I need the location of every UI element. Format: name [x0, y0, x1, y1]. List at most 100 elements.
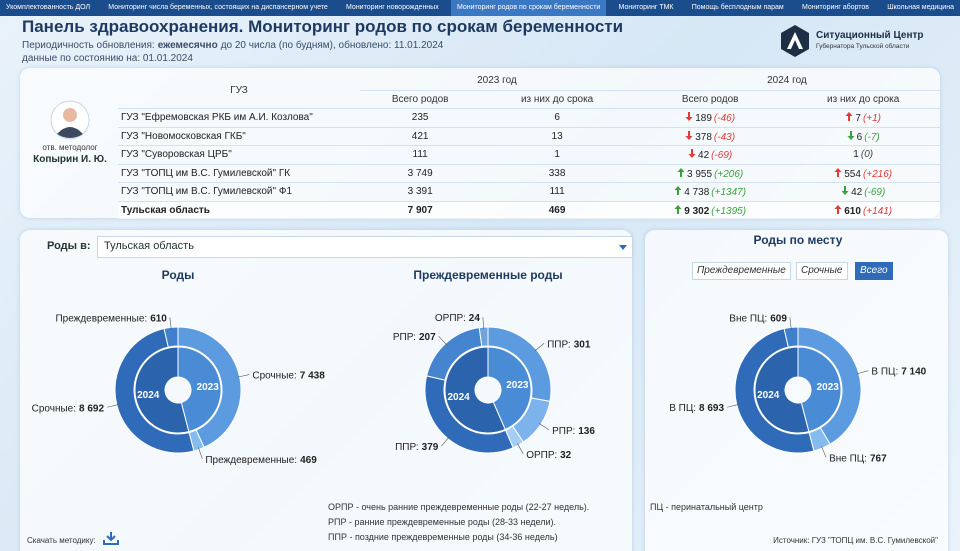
arrow-shape: [688, 149, 696, 159]
inner-ring-segment: [487, 346, 532, 431]
cell-delta: (+216): [862, 168, 893, 180]
org-name: ГУЗ "ТОПЦ им В.С. Гумилевской" ГК: [118, 164, 360, 183]
nav-tab[interactable]: Мониторинг числа беременных, состоящих н…: [108, 4, 328, 11]
leader-line: [441, 436, 450, 447]
nav-tab[interactable]: Мониторинг родов по срокам беременности: [450, 0, 607, 16]
label-name: Срочные:: [32, 403, 76, 414]
outer-ring-segment: [783, 326, 799, 348]
inner-ring-segment: [177, 346, 222, 433]
data-label: Срочные: 7 438: [252, 371, 325, 382]
leader-line: [789, 317, 792, 330]
label-name: ППР:: [547, 339, 571, 350]
region-dropdown[interactable]: Тульская область: [97, 236, 633, 258]
year-label: 2023: [817, 382, 840, 393]
col-header: ГУЗ: [118, 72, 360, 109]
filter-button[interactable]: Всего: [855, 262, 893, 280]
label-name: ППР:: [395, 442, 419, 453]
inner-ring-segment: [754, 346, 810, 434]
filter-button[interactable]: Срочные: [796, 262, 848, 280]
outer-ring-segment: [734, 327, 815, 454]
nav-bar: Укомплектованность ДОЛ Мониторинг числа б…: [0, 0, 960, 16]
cell-2023: 1: [480, 145, 634, 165]
data-table: ГУЗ 2023 год 2024 год Всего родов из них до…: [118, 72, 940, 220]
data-label: Вне ПЦ: 767: [829, 453, 887, 464]
trend-arrow: [847, 130, 855, 140]
cell-value: 189: [695, 113, 712, 125]
year-label: 2024: [448, 392, 471, 403]
label-name: ОРПР:: [435, 313, 466, 324]
chart-title: Преждевременные роды: [413, 268, 562, 282]
year-header: 2023 год: [360, 72, 634, 91]
label-value: 8 693: [699, 403, 724, 414]
label-name: В ПЦ:: [669, 403, 696, 414]
cell-value: 4 738: [684, 187, 710, 199]
sub-header: из них до срока: [480, 90, 634, 109]
filter-button[interactable]: Преждевременные: [692, 262, 791, 280]
period-value: ежемесячно: [157, 40, 218, 51]
cell-delta: (-7): [864, 131, 880, 143]
dropdown-arrow: [619, 245, 627, 250]
table-body: ГУЗ "Ефремовская РКБ им А.И. Козлова" 235…: [118, 108, 940, 220]
cell-value: 3 955: [687, 168, 713, 180]
leader-line: [169, 317, 172, 330]
nav-tab[interactable]: Мониторинг ТМК: [618, 4, 674, 11]
year-label: 2023: [197, 382, 220, 393]
label-value: 24: [469, 313, 481, 324]
label-value: 301: [574, 339, 591, 350]
leader-line: [726, 404, 739, 408]
as-of-date: данные по состоянию на: 01.01.2024: [22, 53, 193, 64]
outer-ring-segment: [114, 327, 195, 454]
cell-2023: 13: [480, 127, 634, 146]
table-row: ГУЗ "ТОПЦ им В.С. Гумилевской" ГК 3 749 33…: [118, 164, 940, 183]
cell-2023: 7 907: [360, 201, 481, 220]
cell-delta: (+206): [714, 168, 744, 180]
leader-line: [438, 336, 447, 346]
nav-tab[interactable]: Укомплектованность ДОЛ: [6, 4, 91, 11]
cell-2023: 235: [360, 108, 481, 128]
nav-tab[interactable]: Мониторинг абортов: [801, 4, 870, 11]
cell-2024: 378 (-43): [633, 127, 787, 146]
page-title: Панель здравоохранения. Мониторинг родов…: [22, 17, 624, 36]
download-icon[interactable]: [103, 531, 119, 545]
cell-value: 554: [844, 168, 861, 180]
nav-tab[interactable]: Мониторинг новорожденных: [346, 4, 439, 11]
trend-arrow: [845, 112, 853, 122]
sub-header: Всего родов: [633, 90, 787, 109]
inner-ring-segment: [797, 346, 842, 433]
note: ОРПР - очень ранние преждевременные роды…: [328, 502, 590, 512]
cell-2024: 3 955 (+206): [633, 164, 787, 183]
period-rest: до 20 числа (по будням), обновлено: 11.0…: [220, 40, 444, 51]
cell-value: 42: [851, 187, 863, 199]
data-label: РПР: 136: [552, 426, 595, 437]
cell-2023: 6: [480, 108, 634, 128]
table-row: ГУЗ "ТОПЦ им В.С. Гумилевской" Ф1 3 391 11…: [118, 182, 940, 202]
label-value: 610: [150, 313, 167, 324]
data-label: В ПЦ: 7 140: [871, 367, 926, 378]
leader-line: [821, 446, 827, 458]
label-value: 32: [560, 450, 572, 461]
cell-2023: 469: [480, 201, 634, 220]
leader-line: [517, 443, 524, 455]
nav-tab[interactable]: Школьная медицина: [887, 4, 954, 11]
update-info: Периодичность обновления: ежемесячно до 20…: [22, 40, 443, 51]
person-role: отв. методолог: [42, 143, 98, 152]
cell-2023: 3 391: [360, 182, 481, 202]
org-name: ГУЗ "ТОПЦ им В.С. Гумилевской" Ф1: [118, 182, 360, 202]
cell-delta: (-69): [711, 150, 733, 162]
org-name: ГУЗ "Суворовская ЦРБ": [118, 145, 360, 165]
chart-title: Роды по месту: [754, 233, 843, 247]
cell-value: 1: [853, 149, 859, 161]
label-name: РПР:: [552, 426, 575, 437]
cell-value: 7: [855, 113, 861, 125]
cell-delta: (-46): [713, 113, 736, 125]
avatar: [50, 100, 90, 140]
year-label: 2023: [506, 380, 529, 391]
nav-tab[interactable]: Помощь бесплодным парам: [691, 4, 784, 11]
trend-arrow: [685, 130, 693, 140]
label-value: 7 438: [300, 371, 325, 382]
logo-subtitle: Губернатора Тульской области: [816, 43, 910, 50]
arrow-shape: [685, 112, 693, 122]
table-row: Тульская область 7 907 469 9 302 (+1395) 610(…: [118, 201, 940, 220]
